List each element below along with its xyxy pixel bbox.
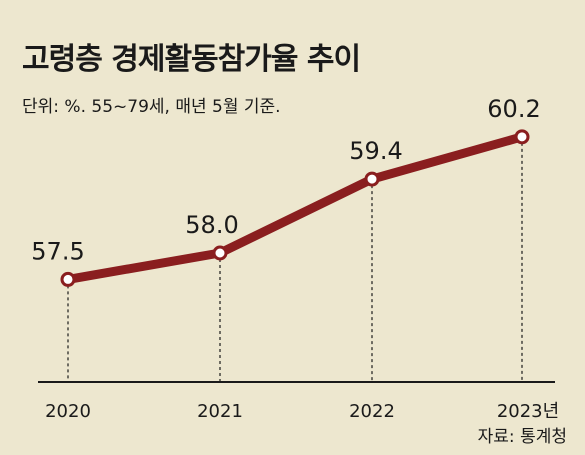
source-note: 자료: 통계청 <box>477 427 567 447</box>
data-label: 57.5 <box>31 237 84 265</box>
x-tick-label: 2020 <box>45 401 91 422</box>
series-line <box>63 132 527 284</box>
data-label: 58.0 <box>185 211 238 239</box>
data-point <box>514 129 530 145</box>
x-tick-label: 2022 <box>349 401 395 422</box>
x-tick-label: 2021 <box>197 401 243 422</box>
data-point <box>212 245 228 261</box>
data-label: 59.4 <box>349 137 402 165</box>
data-label: 60.2 <box>487 95 540 123</box>
data-point <box>60 271 76 287</box>
chart-title: 고령층 경제활동참가율 추이 <box>22 42 361 77</box>
data-point <box>364 171 380 187</box>
unit-note: 단위: %. 55~79세, 매년 5월 기준. <box>22 97 281 117</box>
x-tick-label: 2023년 <box>497 401 559 422</box>
